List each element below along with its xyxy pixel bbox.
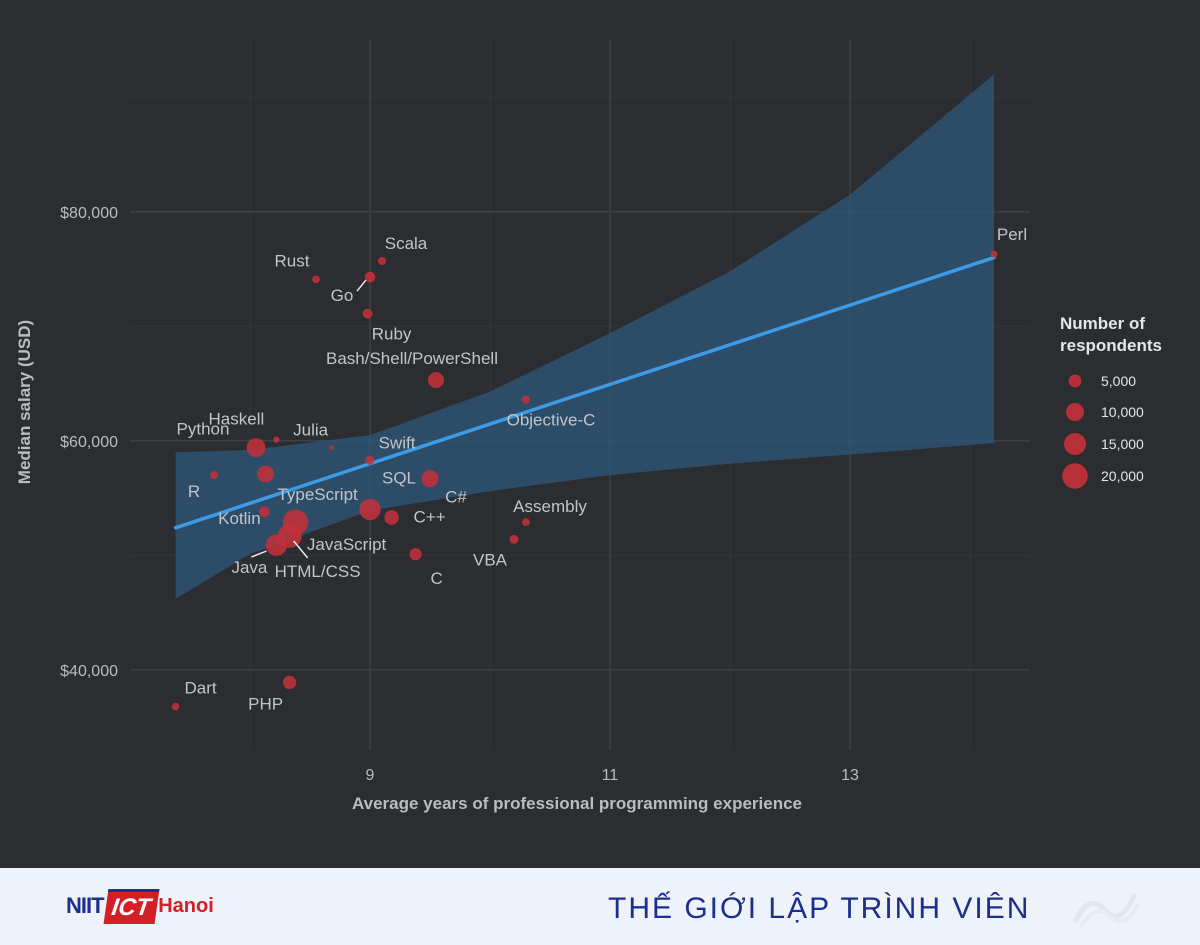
point-c[interactable] [409,548,422,561]
point-label: Swift [379,433,416,452]
point-r[interactable] [209,471,219,480]
point-label: Java [231,558,267,577]
legend-circle [1068,374,1082,388]
point-haskell[interactable] [273,436,280,443]
point-label: R [188,482,200,501]
point-label: C [430,569,442,588]
point-perl[interactable] [990,250,998,258]
point-label: Julia [293,421,329,440]
footer-banner: NIIT ICT Hanoi THẾ GIỚI LẬP TRÌNH VIÊN [0,868,1200,945]
point-objective-c[interactable] [521,395,531,404]
point-label: Bash/Shell/PowerShell [326,349,498,368]
point-python[interactable] [246,438,266,458]
point-swift[interactable] [365,455,375,465]
point-java[interactable] [265,534,288,556]
point-kotlin[interactable] [259,506,270,518]
point-label: HTML/CSS [275,562,361,581]
scatter-plot: Perl Scala Rust Go Ruby Bash/Shell/PowerShell… [15,40,1162,813]
point-label: PHP [248,694,283,713]
size-legend: Number of respondents 5,000 10,000 15,000 2… [1060,314,1162,489]
x-tick-label: 9 [366,767,375,784]
point-php[interactable] [282,675,297,690]
x-tick-label: 11 [602,767,619,784]
footer-slogan: THẾ GIỚI LẬP TRÌNH VIÊN [608,892,1031,925]
chart-area: Perl Scala Rust Go Ruby Bash/Shell/PowerShell… [15,40,1163,813]
confidence-band-layer [175,74,995,599]
point-label: Kotlin [218,509,261,528]
point-bash-shell-powershell[interactable] [427,372,445,389]
point-ruby[interactable] [362,308,373,319]
point-vba[interactable] [509,534,519,544]
legend-title-line2: respondents [1060,336,1162,355]
y-axis-title: Median salary (USD) [15,320,34,484]
leader-line [251,550,267,558]
point-label: Go [331,286,354,305]
point-scala[interactable] [377,256,387,266]
point-label: Dart [185,678,217,697]
y-tick-label: $60,000 [60,434,118,451]
legend-circle [1062,463,1088,489]
point-go[interactable] [364,271,376,283]
legend-title-line1: Number of [1060,314,1145,333]
point-label: Scala [385,234,428,253]
confidence-band [175,74,995,599]
point-label: Ruby [372,325,412,344]
logo-niit-text: NIIT [66,893,105,918]
point-label: TypeScript [277,485,358,504]
legend-circle [1066,403,1084,421]
point-label: C++ [414,508,446,527]
point-assembly[interactable] [522,518,530,526]
point-label: Python [177,420,230,439]
logo-ict-text: ICT [103,888,159,924]
point-c-[interactable] [421,470,439,488]
point-label: Objective-C [507,411,596,430]
niit-ict-hanoi-logo[interactable]: NIIT ICT Hanoi [66,886,214,926]
point-label: JavaScript [307,535,387,554]
point-label: Perl [997,225,1027,244]
x-axis-title: Average years of professional programmin… [352,794,802,813]
point-rust[interactable] [312,275,320,284]
point-label: Assembly [513,497,587,516]
tick-labels-layer: 9 11 13 $40,000 $60,000 $80,000 [60,205,859,784]
legend-label: 5,000 [1101,373,1136,389]
point-label: Haskell [209,410,265,429]
legend-label: 20,000 [1101,468,1144,484]
decorative-wave-icon [1072,892,1140,930]
legend-circle [1063,432,1087,456]
point-labels-layer: Perl Scala Rust Go Ruby Bash/Shell/PowerShell… [177,225,1028,713]
point-label: VBA [473,550,508,569]
point-typescript[interactable] [257,465,275,483]
legend-label: 10,000 [1101,404,1144,420]
x-tick-label: 13 [841,767,859,784]
y-tick-label: $40,000 [60,663,118,680]
point-sql[interactable] [359,498,381,521]
leader-lines-layer [251,279,367,559]
point-label: C# [445,488,467,507]
points-layer [171,250,998,711]
point-label: SQL [382,469,416,488]
trend-line-layer [173,255,996,530]
y-tick-label: $80,000 [60,205,118,222]
leader-line [356,279,367,292]
point-c-[interactable] [384,510,399,525]
trend-line [173,255,996,530]
point-julia[interactable] [329,445,334,450]
legend-label: 15,000 [1101,436,1144,452]
point-label: Rust [275,251,310,270]
point-dart[interactable] [171,702,180,711]
leader-line [293,540,309,559]
logo-hanoi-text: Hanoi [158,894,214,917]
